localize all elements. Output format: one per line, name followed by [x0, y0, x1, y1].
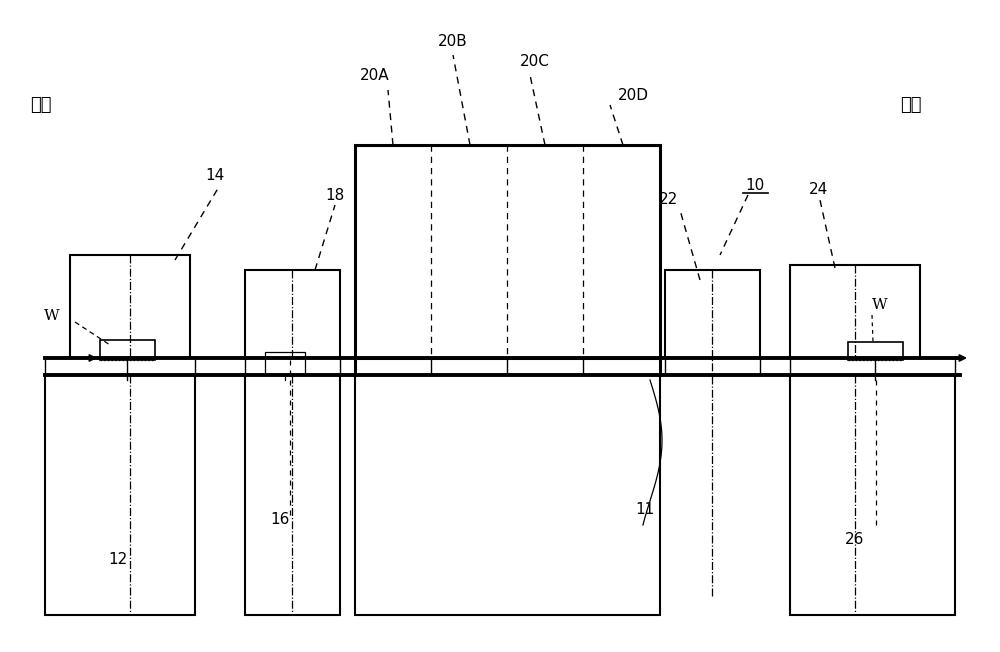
- Text: 20A: 20A: [360, 68, 390, 83]
- Text: 14: 14: [205, 168, 225, 183]
- Text: 下游: 下游: [900, 96, 922, 114]
- Bar: [245, 375, 340, 615]
- Text: 10: 10: [745, 177, 765, 192]
- Bar: [70, 255, 190, 358]
- Bar: [245, 270, 340, 358]
- Text: 16: 16: [270, 512, 290, 527]
- Bar: [355, 375, 660, 615]
- Bar: [665, 270, 760, 358]
- Bar: [265, 352, 305, 374]
- Bar: [848, 342, 903, 360]
- Text: 18: 18: [325, 188, 345, 203]
- Bar: [355, 145, 660, 358]
- Bar: [100, 340, 155, 360]
- Text: 22: 22: [658, 192, 678, 207]
- Bar: [790, 375, 955, 615]
- Bar: [45, 375, 195, 615]
- Text: 26: 26: [845, 533, 865, 548]
- Bar: [790, 265, 920, 358]
- Text: 24: 24: [808, 183, 828, 198]
- Text: 20C: 20C: [520, 55, 550, 70]
- Text: 20D: 20D: [618, 87, 649, 102]
- Text: W: W: [872, 298, 888, 312]
- Text: 11: 11: [635, 503, 655, 518]
- Text: W: W: [44, 309, 60, 323]
- Text: 12: 12: [108, 552, 128, 567]
- Text: 20B: 20B: [438, 35, 468, 50]
- Text: 上游: 上游: [30, 96, 52, 114]
